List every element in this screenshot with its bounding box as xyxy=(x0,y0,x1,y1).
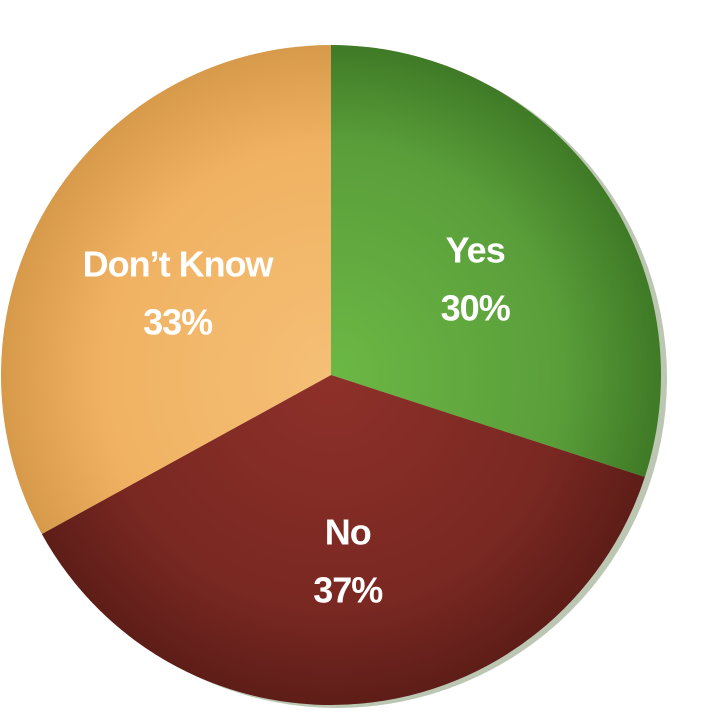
pie-slice-don-t-know xyxy=(1,45,332,534)
slice-value-label: 30% xyxy=(441,287,511,328)
slice-name-label: Don’t Know xyxy=(83,243,275,284)
slice-value-label: 37% xyxy=(313,569,383,610)
slice-name-label: Yes xyxy=(446,229,505,270)
pie-slice-no xyxy=(41,375,645,706)
pie-slice-yes xyxy=(331,45,662,477)
slice-name-label: No xyxy=(325,511,371,552)
pie-labels: Yes 30% No 37% Don’t Know 33% xyxy=(83,229,512,610)
pie-slices xyxy=(1,45,667,708)
slice-value-label: 33% xyxy=(143,301,213,342)
